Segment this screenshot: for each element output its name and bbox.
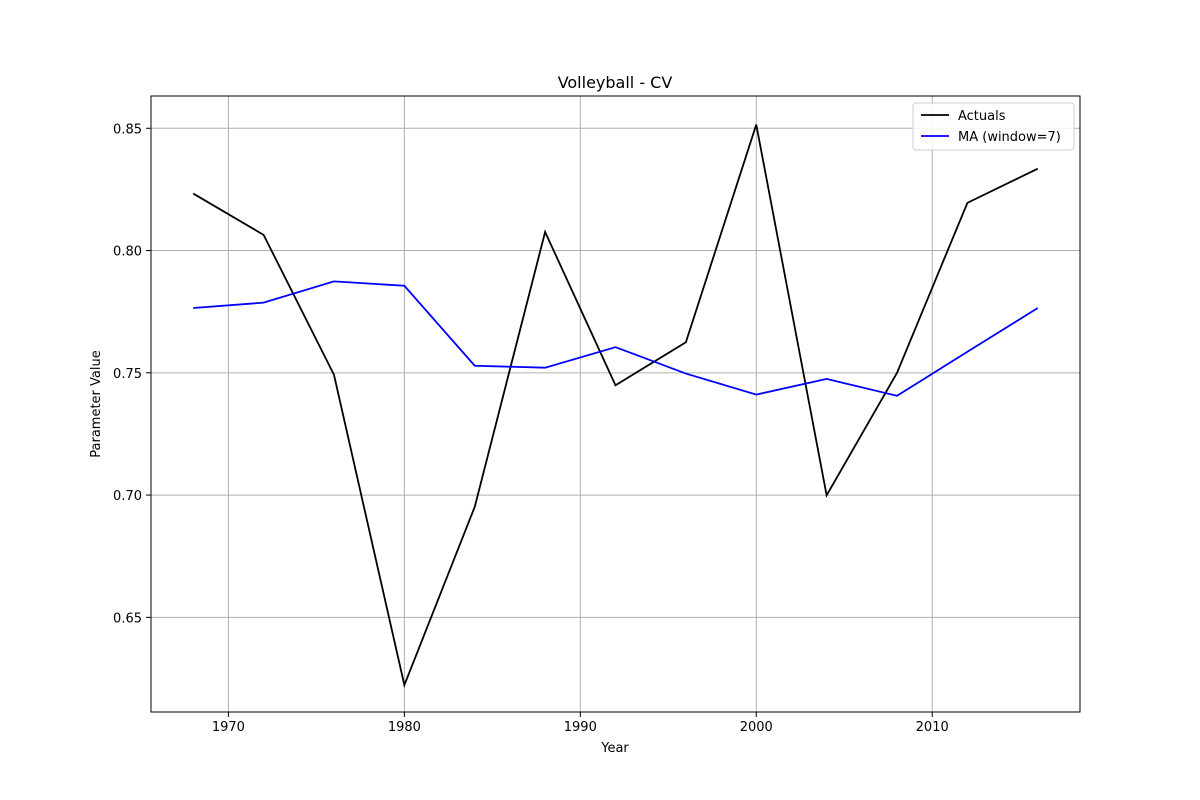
chart-title: Volleyball - CV [558, 73, 673, 92]
y-tick-label: 0.80 [113, 245, 142, 260]
x-tick-label: 1980 [388, 720, 421, 735]
legend: Actuals MA (window=7) [912, 102, 1075, 151]
x-tick-label: 2000 [740, 720, 773, 735]
legend-box [912, 102, 1075, 151]
x-tick-label: 1970 [212, 720, 245, 735]
y-tick-label: 0.75 [113, 367, 142, 382]
legend-label-actuals: Actuals [958, 109, 1006, 124]
ma-series-line [193, 280, 1039, 397]
legend-label-ma: MA (window=7) [958, 130, 1061, 145]
y-tick-label: 0.70 [113, 489, 142, 504]
actuals-series-line [192, 124, 1039, 689]
series-lines [192, 124, 1039, 689]
y-axis-ticks: 0.65 0.70 0.75 0.80 0.85 [113, 122, 151, 626]
y-tick-label: 0.85 [113, 122, 142, 137]
x-axis-ticks: 1970 1980 1990 2000 2010 [212, 712, 949, 735]
plot-area-frame [150, 95, 1081, 713]
y-axis-label: Parameter Value [89, 350, 104, 457]
x-tick-label: 2010 [916, 720, 949, 735]
x-axis-label: Year [600, 741, 629, 756]
y-tick-label: 0.65 [113, 611, 142, 626]
x-tick-label: 1990 [564, 720, 597, 735]
